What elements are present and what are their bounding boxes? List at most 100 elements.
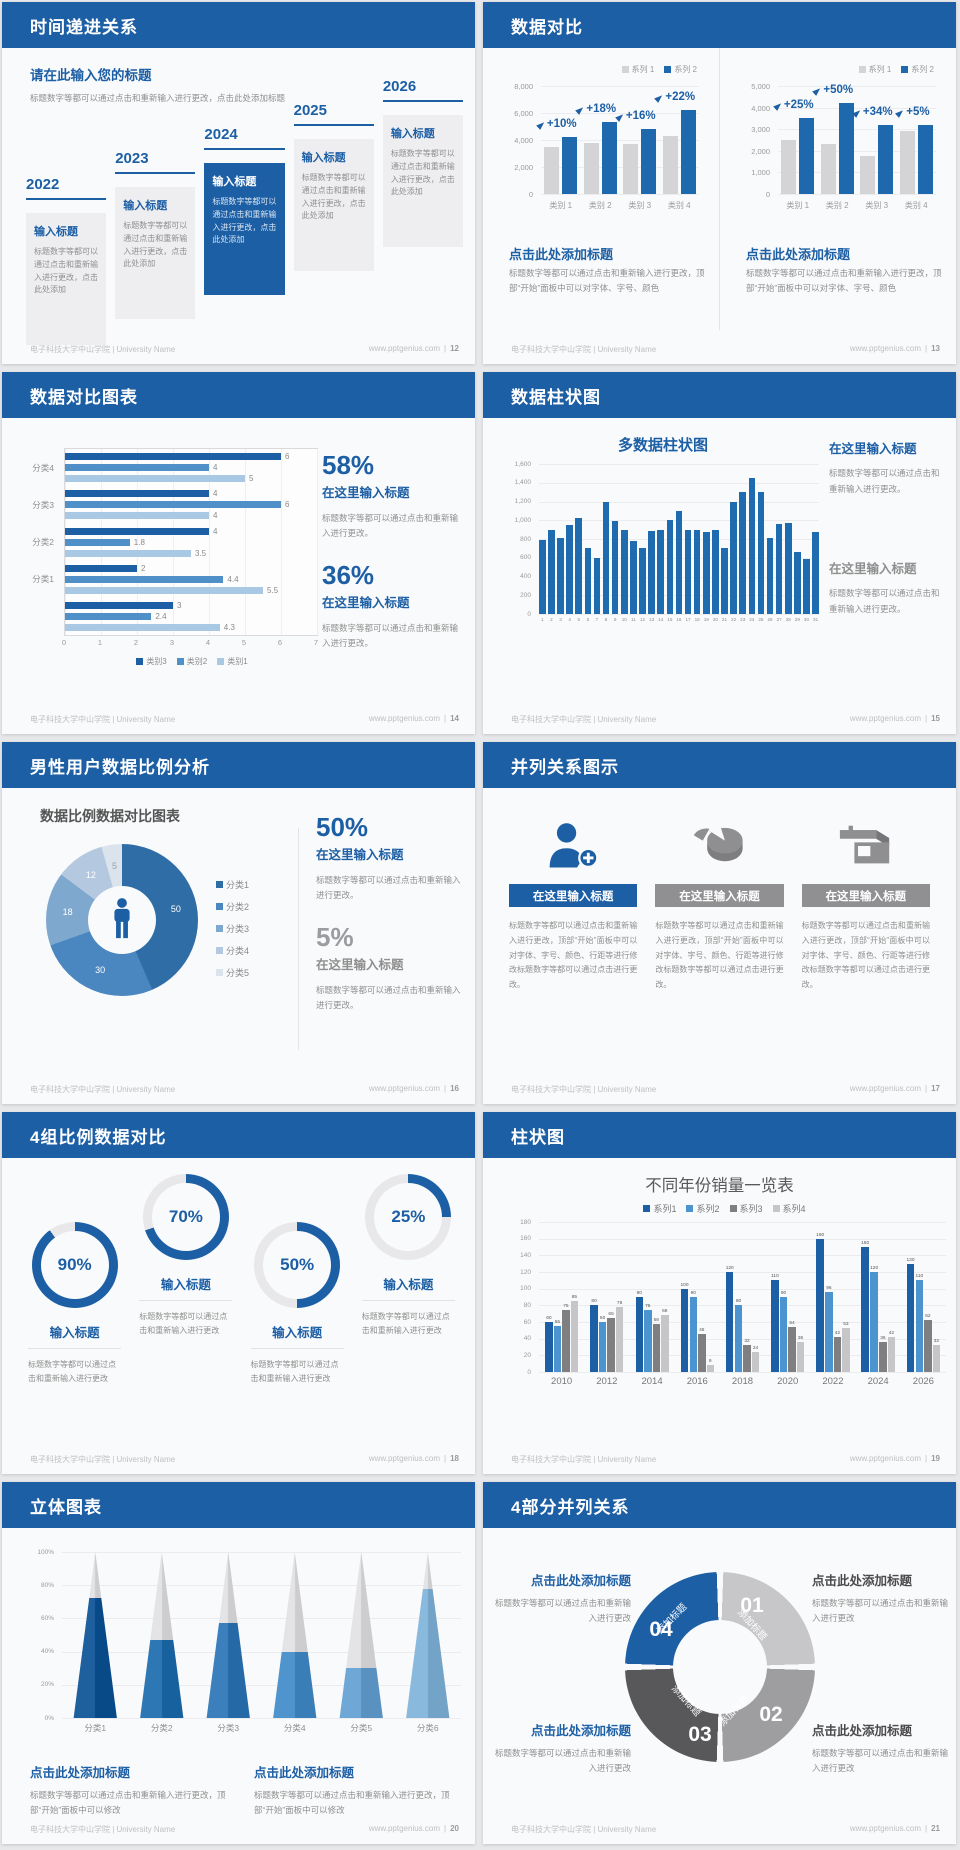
arrow-icon	[851, 107, 862, 118]
axis-tick-label: 18	[694, 617, 700, 622]
block-text: 标题数字等都可以通过点击和重新输入进行更改。	[829, 588, 940, 615]
stat-block: 58% 在这里输入标题 标题数字等都可以通过点击和重新输入进行更改。	[322, 452, 461, 542]
bar-group: 4 6 4	[65, 486, 317, 523]
footer-separator: |	[925, 1084, 928, 1093]
value-label: 4	[213, 526, 218, 536]
bar-group: +5%	[895, 86, 937, 194]
stat-title: 输入标题	[139, 1274, 233, 1301]
value-label: 85	[571, 1295, 578, 1301]
plot-area: +25% +50% +34% +5%	[772, 84, 937, 195]
bar-with-label: 36	[879, 1222, 887, 1372]
value-label: 90	[780, 1291, 787, 1296]
value-label: 54	[789, 1321, 795, 1326]
slide-content: 01 02 03 04 添加标题 添加标题 添加标题 添加标题 点击此处添加标题 标题数字等都…	[483, 1528, 956, 1810]
pyramid-fill	[406, 1588, 450, 1718]
bar-with-label: 90	[779, 1222, 788, 1372]
slide-ring-stats[interactable]: 4组比例数据对比 90% 输入标题 标题数字等都可以通过点击和重新输入进行更改 70%…	[2, 1112, 475, 1474]
bar-row: 6	[65, 500, 317, 509]
bar-row: 4.4	[65, 575, 317, 584]
slide-grouped-chart[interactable]: 柱状图 不同年份销量一览表 系列1 系列2 系列3 系列4 180 160 140 120 1…	[483, 1112, 956, 1474]
bar	[870, 1272, 878, 1372]
plot-area	[62, 1552, 461, 1719]
footer-right: www.pptgenius.com | 14	[369, 714, 459, 725]
bar	[593, 557, 601, 614]
progress-ring-value: 25%	[374, 1183, 443, 1251]
ring-stat-item: 50% 输入标题 标题数字等都可以通过点击和重新输入进行更改	[247, 1222, 348, 1386]
gridline	[539, 482, 819, 484]
timeline: 2022 输入标题 标题数字等都可以通过点击和重新输入进行更改，点击此处添加 2023…	[26, 48, 464, 345]
slide-parallel-items[interactable]: 并列关系图示	[483, 742, 956, 1104]
gridline	[539, 1322, 946, 1323]
axis-tick-label: 2	[550, 617, 553, 622]
gridline	[778, 129, 936, 131]
pct-value: +5%	[906, 105, 930, 118]
bar	[730, 501, 737, 614]
footer-university: 电子科技大学中山学院 | University Name	[511, 1455, 657, 1464]
timeline-year: 2023	[115, 150, 149, 167]
slide-title: 数据对比图表	[30, 387, 138, 407]
gridline	[137, 449, 138, 635]
stat-title: 输入标题	[250, 1322, 344, 1349]
stat-block: 36% 在这里输入标题 标题数字等都可以通过点击和重新输入进行更改。	[322, 562, 461, 652]
bar-with-label: 62	[924, 1222, 932, 1372]
slide-data-compare[interactable]: 数据对比 系列 1 系列 2 8,000 6,000 4,000 2,000 0 +10%…	[483, 2, 956, 364]
pct-annotation: +50%	[812, 84, 853, 96]
bar-row: 5	[65, 474, 317, 484]
slide-hbar-chart[interactable]: 数据对比图表 分类4 分类3 分类2 分类1 6 4 5 4 6 4 4 1.8 3.5 2 4.4 5.5…	[2, 372, 475, 734]
slide-title: 数据对比	[511, 17, 583, 37]
slide-pyramid-chart[interactable]: 立体图表 100% 80% 60% 40% 20% 0% 分类1 分类2 分类3 分类4 分类5 分…	[2, 1482, 475, 1844]
bar	[775, 524, 783, 614]
value-label: 5	[249, 474, 254, 484]
bar	[630, 540, 637, 614]
bar	[545, 1322, 553, 1372]
slide-timeline[interactable]: 时间递进关系 2022 输入标题 标题数字等都可以通过点击和重新输入进行更改，点击此…	[2, 2, 475, 364]
bar-row: 4	[65, 463, 317, 472]
gridline	[539, 1272, 946, 1273]
bar	[689, 1297, 698, 1372]
slide-column-chart[interactable]: 数据柱状图 多数据柱状图 1,600 1,400 1,200 1,000 800 600 4…	[483, 372, 956, 734]
footer-url: www.pptgenius.com	[849, 1824, 922, 1833]
axis-tick-label: 120	[520, 1268, 531, 1276]
slide-footer: 电子科技大学中山学院 | University Name www.pptgeni…	[511, 1084, 940, 1095]
slide-content: 100% 80% 60% 40% 20% 0% 分类1 分类2 分类3 分类4 分类5 分类6 点击…	[2, 1528, 475, 1815]
block-heading: 点击此处添加标题	[746, 247, 851, 262]
slide-cycle-diagram[interactable]: 4部分并列关系 01 02 03 04 添加标题 添加标题 添加标题 添加标题 点击此处添加标…	[483, 1482, 956, 1844]
slide-content: 在这里输入标题 标题数字等都可以通过点击和重新输入进行更改，顶部“开始”面板中可…	[483, 788, 956, 1070]
gridline	[778, 86, 936, 87]
bar-row: 4	[65, 511, 317, 520]
slide-content: 2022 输入标题 标题数字等都可以通过点击和重新输入进行更改，点击此处添加 2023…	[2, 48, 475, 345]
slide-title-bar: 男性用户数据比例分析	[2, 742, 475, 788]
value-label: 150	[861, 1241, 870, 1246]
gridline	[778, 107, 936, 109]
donut-chart: 50 30 18 12 5	[46, 844, 198, 996]
footer-separator: |	[925, 344, 928, 353]
slide-donut-chart[interactable]: 男性用户数据比例分析 数据比例数据对比图表 50 30 18 12 5 分类1 分类2 分	[2, 742, 475, 1104]
stat-text: 标题数字等都可以通过点击和重新输入进行更改	[139, 1312, 228, 1335]
timeline-card-title: 输入标题	[301, 152, 346, 164]
value-label: 24	[752, 1346, 759, 1351]
progress-ring-value: 90%	[40, 1231, 109, 1299]
value-label: 3	[177, 600, 182, 610]
legend-swatch	[216, 903, 223, 910]
slide-title-bar: 4部分并列关系	[483, 1482, 956, 1528]
pct-annotation: +18%	[575, 103, 616, 115]
cycle-ring-hole	[673, 1620, 767, 1714]
bar-group: +34%	[851, 86, 897, 194]
bar	[65, 501, 281, 509]
pyramid	[206, 1552, 250, 1718]
page-number: 13	[931, 344, 940, 353]
bar	[680, 1288, 689, 1372]
bar-group: 60 55 75 85	[539, 1222, 584, 1372]
value-label: 120	[870, 1266, 879, 1271]
bar	[635, 1297, 644, 1372]
legend-item: 系列 2	[664, 64, 697, 75]
progress-ring: 70%	[142, 1174, 229, 1260]
footer-url: www.pptgenius.com	[368, 1454, 441, 1463]
bar	[757, 492, 765, 614]
gridline	[539, 1338, 946, 1340]
page-number: 18	[450, 1454, 459, 1463]
value-label: 100	[680, 1282, 689, 1288]
plot-area: +10% +18% +16% +22%	[535, 86, 699, 195]
bar	[620, 529, 628, 614]
bar-series1	[781, 140, 797, 194]
